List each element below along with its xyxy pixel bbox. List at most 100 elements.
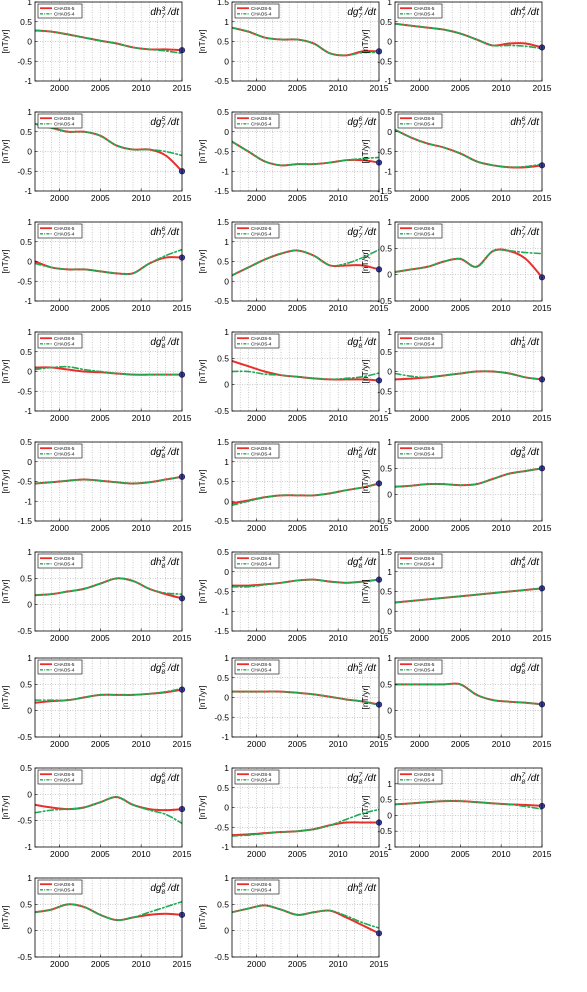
legend-label-chaos-5: CHAOS-5 — [251, 882, 272, 887]
series-group — [395, 248, 542, 279]
y-tick-label: 1 — [27, 327, 32, 337]
x-tick-label: 2000 — [50, 523, 69, 533]
y-tick-label: -0.5 — [17, 166, 32, 176]
series-line-chaos-5 — [395, 370, 542, 381]
y-tick-label: -1 — [384, 76, 392, 86]
y-tick-label: 1 — [27, 653, 32, 663]
legend-label-chaos-4: CHAOS-4 — [414, 561, 435, 566]
panel-3: -1 -0.5 0 0.5 1 2000 2005 2010 2015 [nT/yr] CHAOS-… — [360, 0, 552, 93]
series-line-chaos-4 — [232, 370, 379, 381]
y-axis-label: [nT/yr] — [197, 469, 207, 493]
x-tick-label: 2010 — [132, 849, 151, 859]
series-line-chaos-4 — [232, 26, 379, 57]
y-tick-label: 0 — [27, 600, 32, 610]
panel-7: -1 -0.5 0 0.5 1 2000 2005 2010 2015 [nT/yr] CHAOS-… — [0, 217, 192, 313]
y-tick-label: -0.5 — [377, 826, 392, 836]
series-group — [232, 140, 379, 167]
x-tick-label: 2005 — [288, 959, 307, 969]
y-axis-label: [nT/yr] — [0, 249, 10, 273]
panel-title: dg7 8 /dt — [347, 772, 377, 786]
y-axis-label: [nT/yr] — [197, 29, 207, 53]
panel-16: -0.5 0 0.5 1 2000 2005 2010 2015 [nT/yr] CHAOS-5C… — [0, 547, 192, 643]
y-tick-label: -1 — [384, 166, 392, 176]
x-tick-label: 2015 — [173, 303, 192, 313]
series-group — [35, 795, 182, 825]
y-tick-label: 1.5 — [380, 547, 392, 557]
legend-label-chaos-4: CHAOS-4 — [251, 777, 272, 782]
series-line-chaos-4 — [35, 900, 182, 921]
series-group — [395, 587, 542, 604]
legend-label-chaos-5: CHAOS-5 — [54, 662, 75, 667]
legend-label-chaos-5: CHAOS-5 — [251, 226, 272, 231]
series-line-chaos-5 — [395, 587, 542, 604]
legend-label-chaos-5: CHAOS-5 — [414, 336, 435, 341]
y-tick-label: -1 — [221, 842, 229, 852]
x-tick-label: 2000 — [410, 523, 429, 533]
y-tick-label: -0.5 — [377, 516, 392, 526]
y-tick-label: 0 — [224, 276, 229, 286]
panel-13: -1.5 -1 -0.5 0 0.5 2000 2005 2010 2015 [nT/yr] CHA… — [0, 437, 192, 533]
series-line-chaos-4 — [395, 467, 542, 488]
panel-8: -0.5 0 0.5 1 1.5 2000 2005 2010 2015 [nT/yr] CHAOS… — [197, 217, 389, 313]
axes-box — [231, 331, 380, 412]
y-axis-label: [nT/yr] — [0, 469, 10, 493]
legend-label-chaos-5: CHAOS-5 — [54, 772, 75, 777]
legend-label-chaos-5: CHAOS-5 — [414, 6, 435, 11]
panel-4: -1 -0.5 0 0.5 1 2000 2005 2010 2015 [nT/yr] CHAOS-… — [0, 107, 192, 203]
series-group — [35, 687, 182, 704]
y-tick-label: 0.5 — [20, 127, 32, 137]
y-tick-label: 0 — [27, 789, 32, 799]
panel-title: dg5 8 /dt — [150, 662, 180, 676]
series-group — [232, 248, 379, 277]
y-tick-label: -0.5 — [214, 952, 229, 962]
y-tick-label: 1 — [224, 17, 229, 27]
y-tick-label: 1 — [27, 107, 32, 117]
y-tick-label: 0.5 — [380, 107, 392, 117]
y-tick-label: -0.5 — [214, 587, 229, 597]
series-line-chaos-4 — [395, 22, 542, 50]
panel-1: -1 -0.5 0 0.5 1 2000 2005 2010 2015 [nT/yr] CHAOS-… — [0, 0, 192, 93]
x-tick-label: 2000 — [247, 739, 266, 749]
series-group — [35, 248, 182, 276]
panel-20: -1 -0.5 0 0.5 1 2000 2005 2010 2015 [nT/yr] CHAOS-… — [197, 653, 389, 749]
y-axis-label: [nT/yr] — [360, 249, 370, 273]
panel-title: dg4 7 /dt — [347, 6, 377, 20]
panel-19: -0.5 0 0.5 1 2000 2005 2010 2015 [nT/yr] CHAOS-5C… — [0, 653, 192, 749]
x-tick-label: 2010 — [132, 413, 151, 423]
y-tick-label: 0 — [224, 496, 229, 506]
x-tick-label: 2015 — [173, 849, 192, 859]
x-tick-label: 2005 — [91, 303, 110, 313]
x-tick-label: 2010 — [492, 523, 511, 533]
x-tick-label: 2010 — [492, 849, 511, 859]
y-tick-label: 0.5 — [20, 437, 32, 447]
panel-title: dg4 8 /dt — [347, 556, 377, 570]
y-tick-label: 0 — [387, 810, 392, 820]
panel-title: dg3 8 /dt — [510, 446, 540, 460]
y-tick-label: 1.5 — [217, 217, 229, 227]
x-tick-label: 2015 — [533, 303, 552, 313]
x-tick-label: 2010 — [132, 193, 151, 203]
series-group — [395, 128, 542, 169]
x-tick-label: 2015 — [173, 413, 192, 423]
panel-title: dh8 8 /dt — [347, 882, 377, 896]
series-group — [232, 578, 379, 588]
y-tick-label: 0 — [387, 706, 392, 716]
y-tick-label: 0 — [27, 257, 32, 267]
x-tick-label: 2000 — [247, 83, 266, 93]
y-tick-label: 0.5 — [380, 679, 392, 689]
y-tick-label: -1 — [221, 606, 229, 616]
y-tick-label: 0 — [224, 127, 229, 137]
x-tick-label: 2005 — [288, 83, 307, 93]
panel-title: dg1 8 /dt — [347, 336, 377, 350]
y-tick-label: -0.5 — [377, 732, 392, 742]
y-tick-label: 0 — [224, 803, 229, 813]
series-group — [232, 359, 379, 382]
series-line-chaos-4 — [395, 248, 542, 273]
series-group — [232, 808, 379, 837]
y-tick-label: -0.5 — [377, 56, 392, 66]
legend-label-chaos-4: CHAOS-4 — [54, 451, 75, 456]
